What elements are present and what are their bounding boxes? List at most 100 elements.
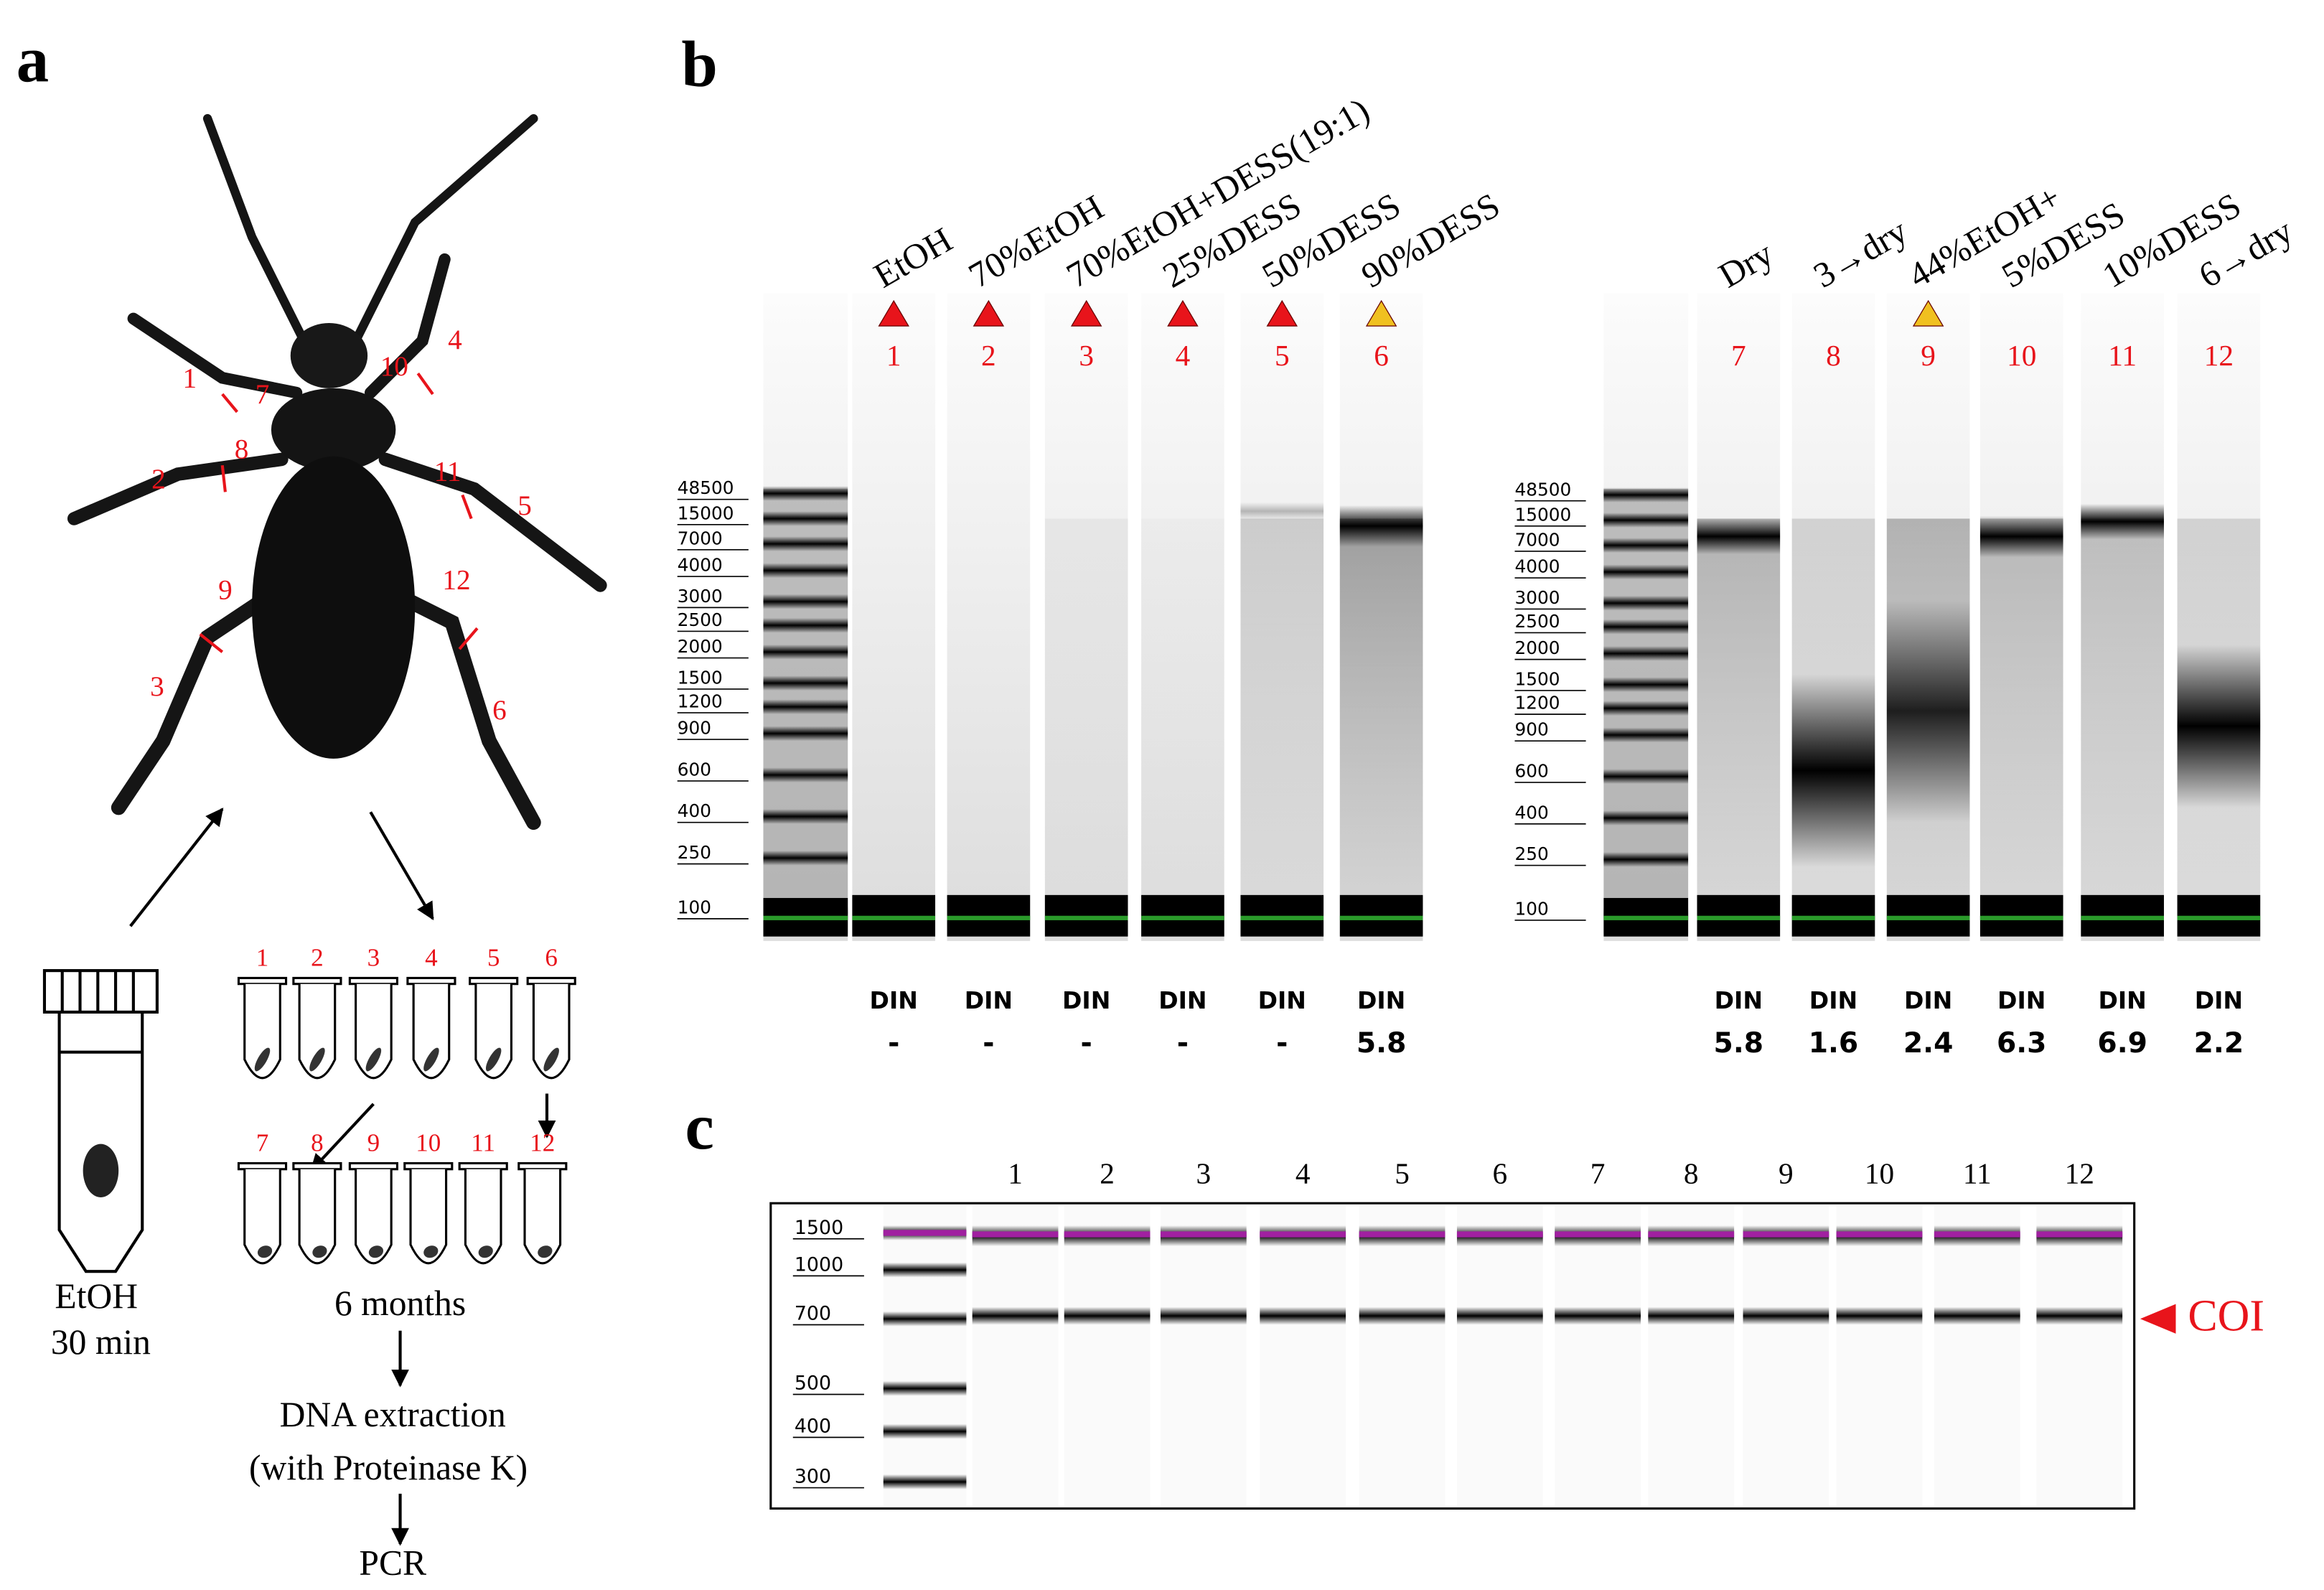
gel-smear (1240, 518, 1324, 904)
gel-band (1603, 646, 1689, 661)
lane-number: 2 (1100, 1157, 1115, 1190)
gel-smear (1141, 518, 1224, 904)
marker-band (1160, 1231, 1247, 1238)
tube (243, 983, 281, 1080)
gel-band (763, 511, 848, 526)
step-text: 6 months (334, 1283, 466, 1323)
warning-icon (1167, 299, 1199, 327)
gel-band (1339, 505, 1423, 547)
ladder-label: 1500 (678, 667, 723, 688)
ladder-label: 3000 (678, 586, 723, 607)
din-value: 5.8 (1357, 1027, 1406, 1060)
lane-number: 8 (1826, 339, 1841, 372)
tube-label: 3 (367, 944, 380, 972)
coi-arrow (2140, 1304, 2176, 1334)
gel-band (1603, 619, 1689, 635)
vial (42, 969, 159, 1273)
arrows (129, 808, 556, 1546)
marker-band (1934, 1231, 2020, 1238)
gel-lane (1555, 1206, 1641, 1506)
gel-band (1260, 1306, 1346, 1325)
ladder-label: 15000 (1514, 504, 1571, 525)
gel-band (2081, 503, 2164, 540)
din-label: DIN (2195, 986, 2243, 1014)
tube-label: 10 (416, 1129, 441, 1157)
specimen (423, 1047, 439, 1072)
gel-band (763, 486, 848, 501)
tube-label: 5 (487, 944, 500, 972)
gel-band (2177, 644, 2261, 808)
step-text: PCR (359, 1543, 426, 1582)
warning-icon (973, 299, 1005, 327)
gel-band (883, 1423, 967, 1439)
ladder-label: 500 (795, 1372, 831, 1395)
gel-band (1603, 513, 1689, 528)
din-value: - (1081, 1027, 1092, 1060)
tube (409, 1169, 448, 1265)
gel-band (1359, 1306, 1446, 1325)
gel-band (763, 675, 848, 691)
gel-band (763, 809, 848, 824)
warning-icon (1266, 299, 1298, 327)
lane-number: 10 (1865, 1157, 1894, 1190)
panel-label: a (17, 24, 49, 96)
ladder-label: 48500 (1514, 479, 1571, 500)
ladder-label: 100 (678, 897, 711, 917)
gel-band (972, 1306, 1059, 1325)
tube-cap (237, 1161, 288, 1171)
ladder-label: 900 (678, 718, 711, 739)
marker-band (1260, 1231, 1346, 1238)
marker-band (1648, 1231, 1735, 1238)
warning-icon (878, 299, 909, 327)
ladder-label: 600 (678, 759, 711, 780)
gel-band (1603, 701, 1689, 716)
beetle (67, 113, 607, 831)
gel-band (1456, 1306, 1543, 1325)
marker-band (2036, 1231, 2123, 1238)
gel-band (1979, 515, 2063, 558)
tube-cap (292, 1161, 342, 1171)
marker-line (1141, 915, 1224, 920)
gel-band (1791, 674, 1875, 867)
tube-cap (348, 976, 398, 986)
marker-line (1791, 915, 1875, 920)
gel-band (1603, 727, 1689, 743)
tube-cap (348, 1161, 398, 1171)
gel-band (1603, 677, 1689, 693)
gel-lane (1160, 1206, 1247, 1506)
gel-band (763, 594, 848, 609)
gel-band (763, 617, 848, 633)
din-value: 2.4 (1903, 1027, 1953, 1060)
ladder-label: 700 (795, 1303, 831, 1325)
tube-label: 6 (545, 944, 558, 972)
leg-label: 7 (256, 379, 270, 410)
lane-number: 11 (2108, 339, 2137, 372)
gel-band (763, 767, 848, 782)
ladder-label: 300 (795, 1466, 831, 1488)
lane-number: 6 (1493, 1157, 1508, 1190)
tube (464, 1169, 502, 1265)
tube (298, 1169, 337, 1265)
ladder-label: 4000 (1514, 556, 1560, 577)
warning-icon (1365, 299, 1397, 327)
leg-label: 11 (434, 457, 461, 487)
ladder-label: 2500 (678, 609, 723, 630)
gel-band (2036, 1306, 2123, 1325)
tube-cap (469, 976, 519, 986)
gel-band (883, 1262, 967, 1278)
leg-label: 10 (380, 351, 408, 382)
tube (412, 983, 451, 1080)
gel-band (763, 726, 848, 742)
vial-caption: EtOH (55, 1276, 138, 1316)
tube-label: 2 (311, 944, 324, 972)
ladder-label: 2000 (1514, 637, 1560, 658)
marker-band (972, 1231, 1059, 1238)
marker-line (852, 915, 936, 920)
gel-band (1603, 595, 1689, 611)
tube (298, 983, 337, 1080)
ladder-label: 7000 (1514, 529, 1560, 550)
ladder-label: 1500 (795, 1217, 843, 1239)
marker-band (883, 1230, 967, 1236)
marker-band (1555, 1231, 1641, 1238)
